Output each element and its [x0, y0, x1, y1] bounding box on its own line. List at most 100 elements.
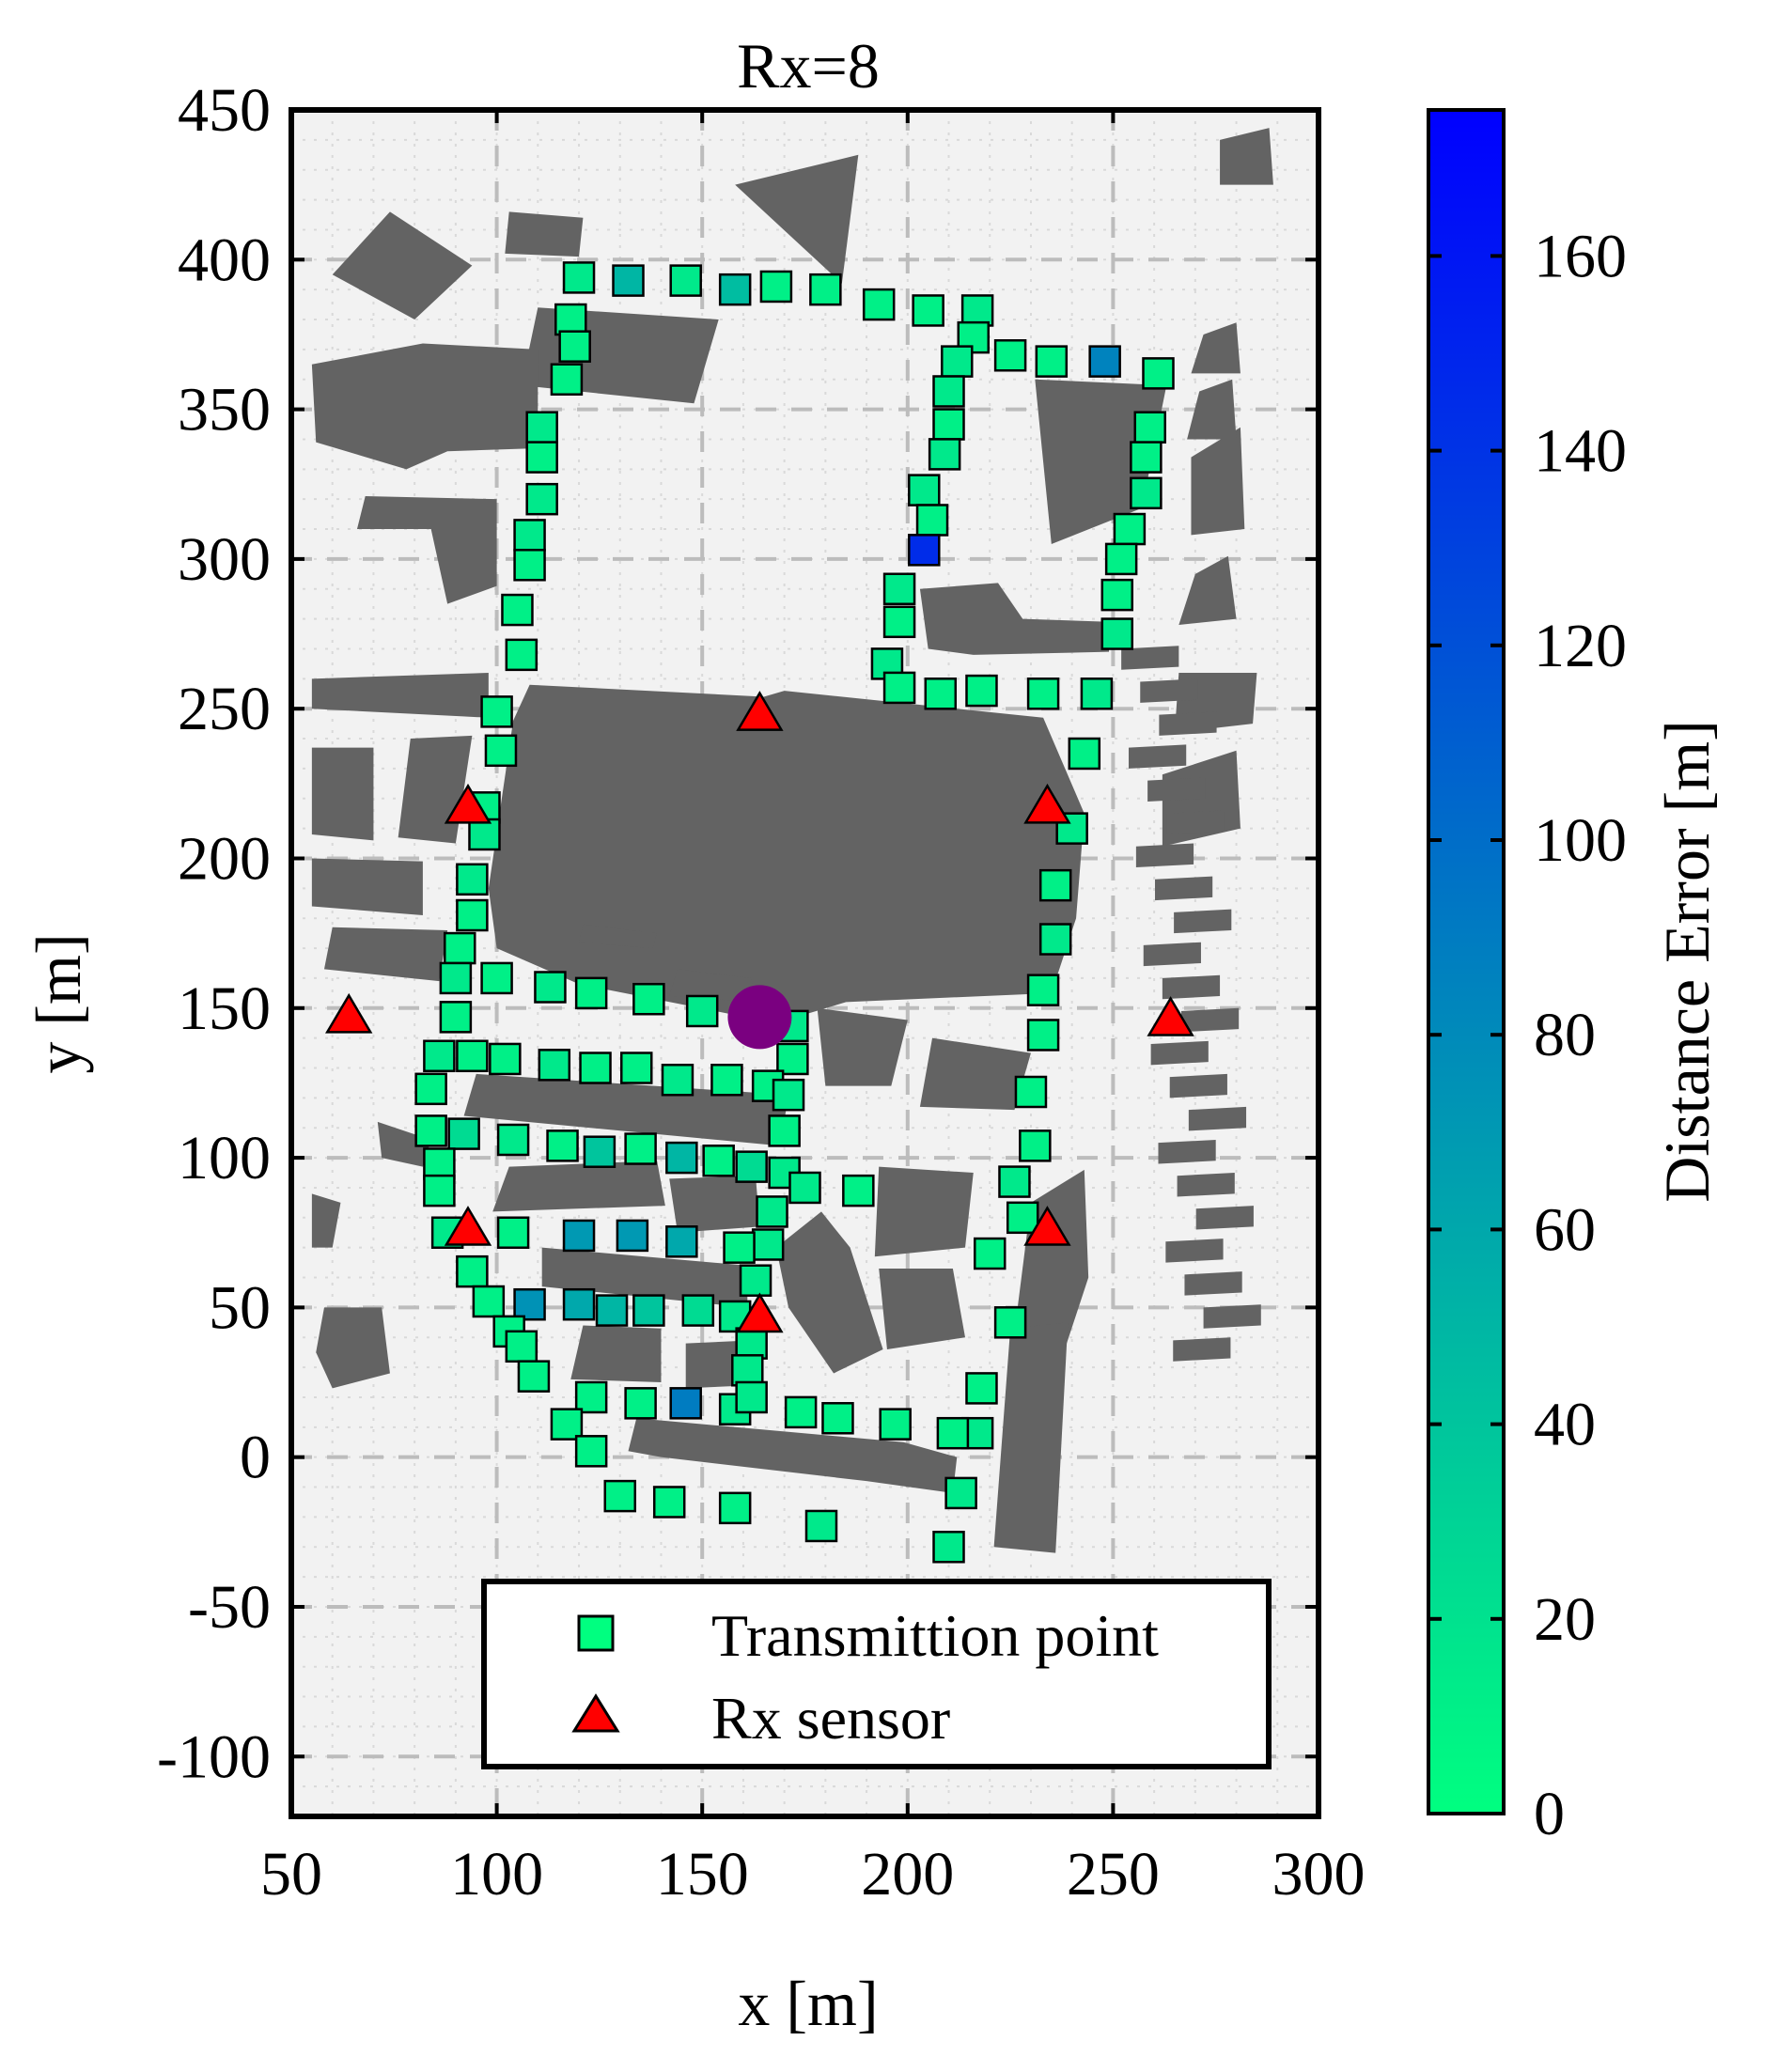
transmission-point	[1038, 868, 1072, 902]
building	[311, 672, 489, 718]
transmission-point	[1035, 345, 1069, 378]
transmission-point	[414, 1072, 447, 1106]
building	[1166, 810, 1225, 835]
transmission-point	[501, 593, 534, 627]
building	[1129, 744, 1187, 769]
transmission-point	[550, 363, 584, 396]
building	[1174, 909, 1232, 934]
transmission-point	[993, 1306, 1027, 1339]
transmission-point	[665, 1141, 698, 1175]
transmission-point	[681, 1294, 715, 1327]
transmission-point	[1026, 974, 1060, 1006]
colorbar-tick-label: 140	[1534, 417, 1627, 486]
transmission-point	[944, 1476, 977, 1510]
building	[1158, 1139, 1216, 1164]
transmission-point	[879, 1408, 912, 1441]
transmission-point	[665, 1225, 698, 1258]
transmission-point	[932, 408, 965, 441]
transmission-point	[439, 1001, 473, 1034]
y-tick-label: 150	[178, 974, 271, 1043]
building	[919, 1037, 1031, 1111]
y-tick-label: 200	[178, 824, 271, 893]
transmission-point	[538, 1049, 571, 1082]
transmission-point	[496, 1216, 530, 1249]
building	[1165, 1239, 1224, 1263]
transmission-point	[1068, 737, 1101, 771]
legend: Transmittion point Rx sensor	[481, 1579, 1272, 1769]
building	[311, 858, 423, 916]
transmission-point	[882, 605, 916, 639]
transmission-point	[821, 1402, 854, 1435]
transmission-point	[932, 1531, 965, 1564]
building	[874, 1166, 974, 1257]
y-axis-label: y [m]	[23, 933, 94, 1073]
transmission-point	[718, 273, 752, 306]
transmission-point	[776, 1042, 809, 1076]
transmission-point	[444, 931, 476, 965]
rx-sensor-marker	[736, 1292, 784, 1333]
building	[775, 1211, 883, 1374]
transmission-point	[456, 1039, 489, 1073]
transmission-point	[447, 1117, 480, 1150]
transmission-point	[718, 1491, 752, 1525]
rx-sensor-marker	[444, 1206, 492, 1246]
x-tick-label: 100	[450, 1840, 543, 1908]
transmission-point	[562, 1287, 596, 1321]
transmission-point	[513, 1287, 546, 1321]
transmission-point	[735, 1327, 768, 1360]
transmission-point	[759, 270, 793, 304]
transmission-point	[702, 1145, 735, 1177]
transmission-point	[1088, 345, 1121, 378]
building	[1188, 1106, 1247, 1131]
building	[735, 154, 859, 284]
transmission-point	[652, 1486, 686, 1519]
transmission-point	[735, 1380, 768, 1414]
transmission-point	[685, 994, 719, 1028]
legend-label-rx: Rx sensor	[711, 1685, 950, 1752]
transmission-point	[661, 1064, 694, 1097]
transmission-point	[669, 1387, 702, 1420]
transmission-point	[1019, 1129, 1052, 1162]
y-tick-label: 0	[240, 1424, 271, 1492]
transmission-point	[558, 330, 591, 363]
transmission-point	[1006, 1201, 1039, 1235]
transmission-point	[423, 1039, 456, 1073]
transmission-point	[804, 1509, 838, 1543]
transmission-point	[550, 1408, 584, 1441]
transmission-point	[472, 1285, 506, 1318]
transmission-point	[739, 1264, 772, 1297]
transmission-point	[809, 273, 842, 306]
building	[1195, 1206, 1254, 1230]
transmission-point	[784, 1395, 818, 1429]
building	[1150, 1040, 1209, 1066]
transmission-point	[632, 982, 665, 1016]
x-tick-label: 150	[656, 1840, 749, 1908]
rx-sensor-marker	[325, 992, 373, 1034]
transmission-point	[960, 294, 994, 327]
building	[1203, 1304, 1261, 1329]
transmission-point	[751, 1228, 785, 1261]
transmission-point	[973, 1237, 1007, 1270]
building-footprints	[311, 128, 1273, 1553]
colorbar-tick-label: 20	[1534, 1585, 1596, 1654]
transmission-point	[908, 474, 941, 506]
x-tick-label: 250	[1067, 1840, 1160, 1908]
transmission-point	[513, 519, 546, 552]
plot-border	[289, 107, 1321, 1819]
transmission-point	[669, 264, 702, 297]
rx-sensor-marker	[1147, 996, 1194, 1036]
transmission-point	[468, 818, 501, 851]
colorbar-tick-label: 160	[1534, 222, 1627, 290]
transmission-point	[1038, 923, 1072, 956]
building	[1178, 555, 1237, 625]
plot-frame	[289, 107, 1321, 1819]
transmission-point	[423, 1174, 456, 1207]
transmission-point	[619, 1052, 653, 1084]
transmission-point	[554, 303, 587, 336]
rx-sensor-marker	[736, 691, 784, 731]
building	[1135, 843, 1194, 868]
building	[1191, 427, 1245, 536]
colorbar-label: Distance Error [m]	[1651, 720, 1723, 1203]
transmission-point	[1026, 1019, 1060, 1052]
building	[541, 1247, 748, 1308]
